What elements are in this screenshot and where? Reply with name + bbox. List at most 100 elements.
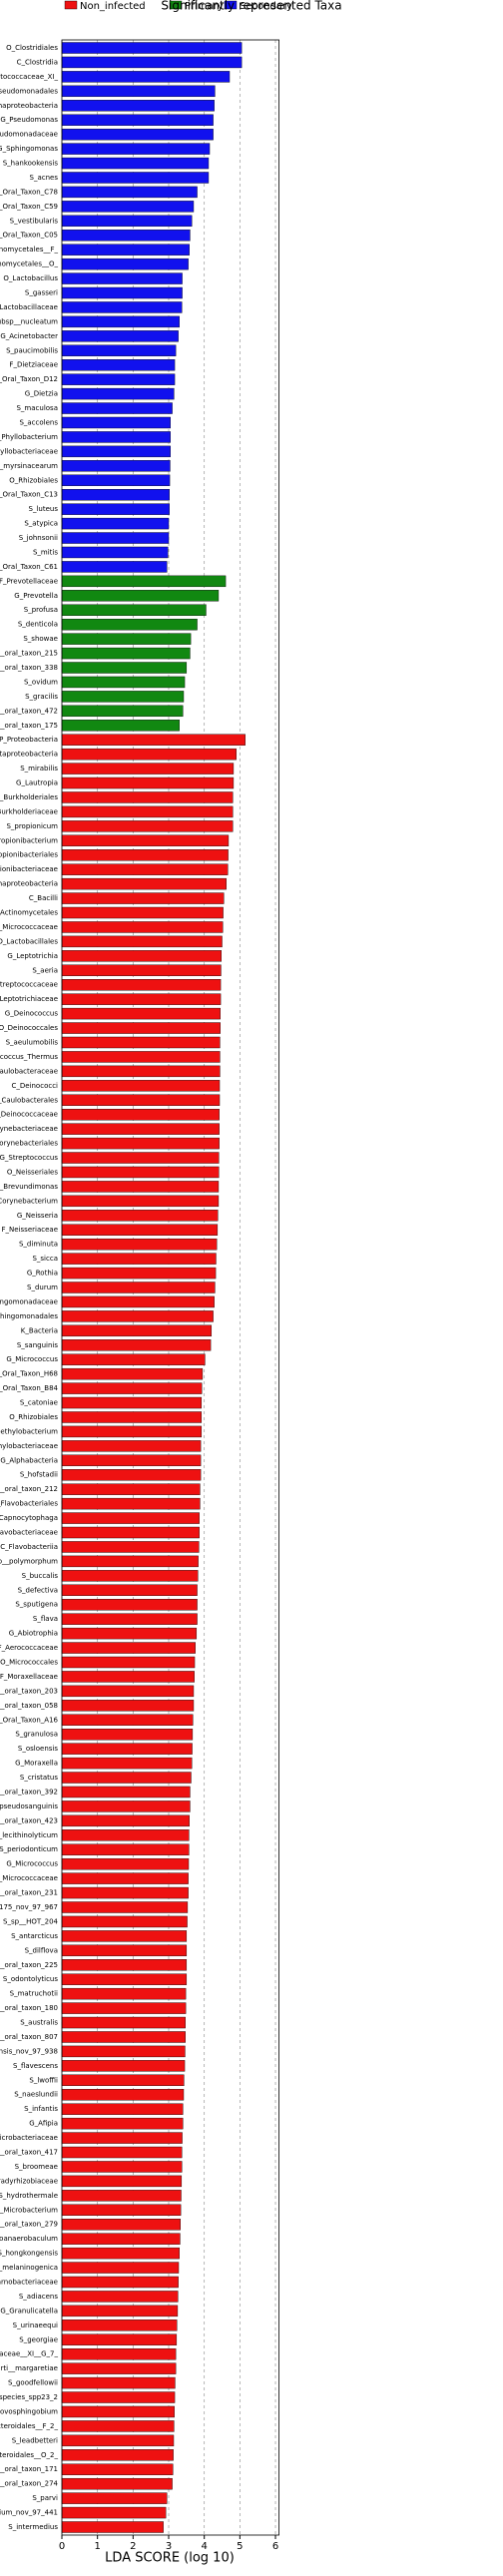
- bar: [61, 1195, 220, 1208]
- bar: [61, 2449, 174, 2461]
- bar: [61, 157, 210, 170]
- bar: [61, 474, 171, 486]
- bar: [61, 1267, 217, 1280]
- bar: [61, 1339, 212, 1351]
- category-label: O_Corynebacteriales: [0, 1140, 58, 1148]
- category-label: S_johnsonii: [19, 534, 58, 542]
- bar: [61, 1425, 203, 1438]
- bar: [61, 402, 173, 414]
- category-label: S_sanguinis: [17, 1341, 59, 1349]
- bar: [61, 618, 198, 631]
- category-label: S_osloensis: [18, 1745, 58, 1753]
- category-label: S_urinaeequi: [13, 2321, 58, 2329]
- bar: [61, 517, 170, 530]
- category-label: S_sputigena: [15, 1601, 58, 1609]
- bar: [61, 1454, 202, 1467]
- bar: [61, 834, 230, 847]
- category-label: G_Micrococcus: [6, 1355, 58, 1363]
- category-label: P_Deinococcus_Thermus: [0, 1053, 58, 1061]
- bar: [61, 431, 171, 443]
- category-label: C_Flavobacteriia: [0, 1543, 58, 1551]
- bar: [61, 820, 234, 832]
- bar: [61, 1743, 193, 1755]
- category-label: C_Gammaproteobacteria: [0, 102, 58, 110]
- category-label: S_nucleatum_subsp__polymorphum: [0, 1557, 58, 1565]
- bar: [61, 1801, 191, 1812]
- bar: [61, 1324, 213, 1337]
- category-label: S_sp__oral_taxon_279: [0, 2221, 58, 2229]
- bar: [61, 1094, 221, 1106]
- category-label: G_Lachnoanaerobaculum: [0, 2235, 58, 2243]
- category-label: G_Dietzia: [25, 390, 58, 398]
- category-label: S_sp__HOT_204: [3, 1917, 58, 1925]
- category-label: O_Rhizobiales: [9, 1413, 58, 1421]
- bar: [61, 1108, 220, 1121]
- category-label: S_cristatus: [20, 1774, 58, 1782]
- legend-swatch: [224, 0, 238, 10]
- category-label: G_Pseudomonas: [0, 116, 58, 124]
- bar: [61, 705, 184, 718]
- category-label: F_Propionibacteriaceae: [0, 865, 58, 873]
- category-label: S_sp__oral_taxon_392: [0, 1788, 58, 1796]
- bar: [61, 2305, 179, 2318]
- bar: [61, 42, 243, 54]
- category-label: F_Pseudomonadaceae: [0, 131, 58, 139]
- category-label: S_maculosa: [16, 404, 58, 412]
- bar: [61, 416, 171, 429]
- bar: [61, 2391, 176, 2403]
- bar: [61, 1944, 188, 1957]
- category-label: S_dilflova: [25, 1946, 58, 1954]
- bar: [61, 1857, 190, 1870]
- bar: [61, 1253, 217, 1265]
- bar: [61, 1584, 198, 1596]
- category-label: S_showae: [23, 635, 58, 643]
- category-label: G_Streptococcus: [0, 1154, 58, 1162]
- category-label: S_multispecies_spp23_2: [0, 2393, 58, 2401]
- bar: [61, 1930, 188, 1942]
- bar: [61, 2089, 185, 2101]
- category-label: S_adiacens: [19, 2293, 59, 2301]
- x-tick-label: 5: [237, 2541, 243, 2552]
- bar: [61, 2175, 183, 2188]
- bar: [61, 763, 235, 774]
- category-label: G_Methylobacterium: [0, 1427, 58, 1435]
- bar: [61, 1526, 200, 1539]
- bar: [61, 2045, 186, 2058]
- category-label: G_Lautropia: [16, 779, 58, 787]
- bar: [61, 128, 214, 141]
- bar: [61, 1137, 220, 1150]
- bar: [61, 1570, 199, 1582]
- category-label: S_diminuta: [19, 1241, 58, 1249]
- category-label: S_flavescens: [13, 2062, 58, 2070]
- category-label: O_Deinococcales: [0, 1024, 58, 1032]
- bar: [61, 1757, 193, 1770]
- bar: [61, 1613, 198, 1625]
- category-label: F_Aerococcaceae: [0, 1644, 58, 1652]
- bar: [61, 2103, 184, 2115]
- category-label: S_hankookensis_nov_97_938: [0, 2047, 58, 2055]
- category-label: S_sp__oral_taxon_423: [0, 1816, 58, 1824]
- category-label: F_Peptostreptococcaceae__XI__G_7_: [0, 2350, 58, 2358]
- bar: [61, 2420, 175, 2432]
- category-label: O_Caulobacterales: [0, 1096, 58, 1104]
- bar: [61, 1051, 221, 1063]
- bar: [61, 1224, 219, 1236]
- category-label: O_Burkholderiales: [0, 793, 58, 801]
- bar: [61, 1772, 192, 1784]
- x-tick-label: 0: [59, 2541, 65, 2552]
- bar: [61, 1497, 201, 1510]
- category-label: S_sp__oral_taxon_203: [0, 1687, 58, 1695]
- category-label: F_Leptotrichiaceae: [0, 995, 58, 1003]
- category-label: F_Bacteroidales__F_2_: [0, 2422, 58, 2430]
- x-tick-label: 4: [201, 2541, 207, 2552]
- category-label: S_nucleatum_subsp__nucleatum: [0, 317, 58, 325]
- bar: [61, 315, 180, 328]
- category-label: F_Carnobacteriaceae: [0, 2278, 58, 2286]
- bar: [61, 734, 246, 746]
- category-label: S_luteus: [29, 505, 59, 513]
- category-label: S_sp__oral_taxon_171: [0, 2465, 58, 2473]
- category-label: S_pseudosanguinis: [0, 1803, 58, 1810]
- bar: [61, 892, 225, 904]
- bar: [61, 286, 183, 299]
- category-label: G_Sphingomonas: [0, 145, 58, 153]
